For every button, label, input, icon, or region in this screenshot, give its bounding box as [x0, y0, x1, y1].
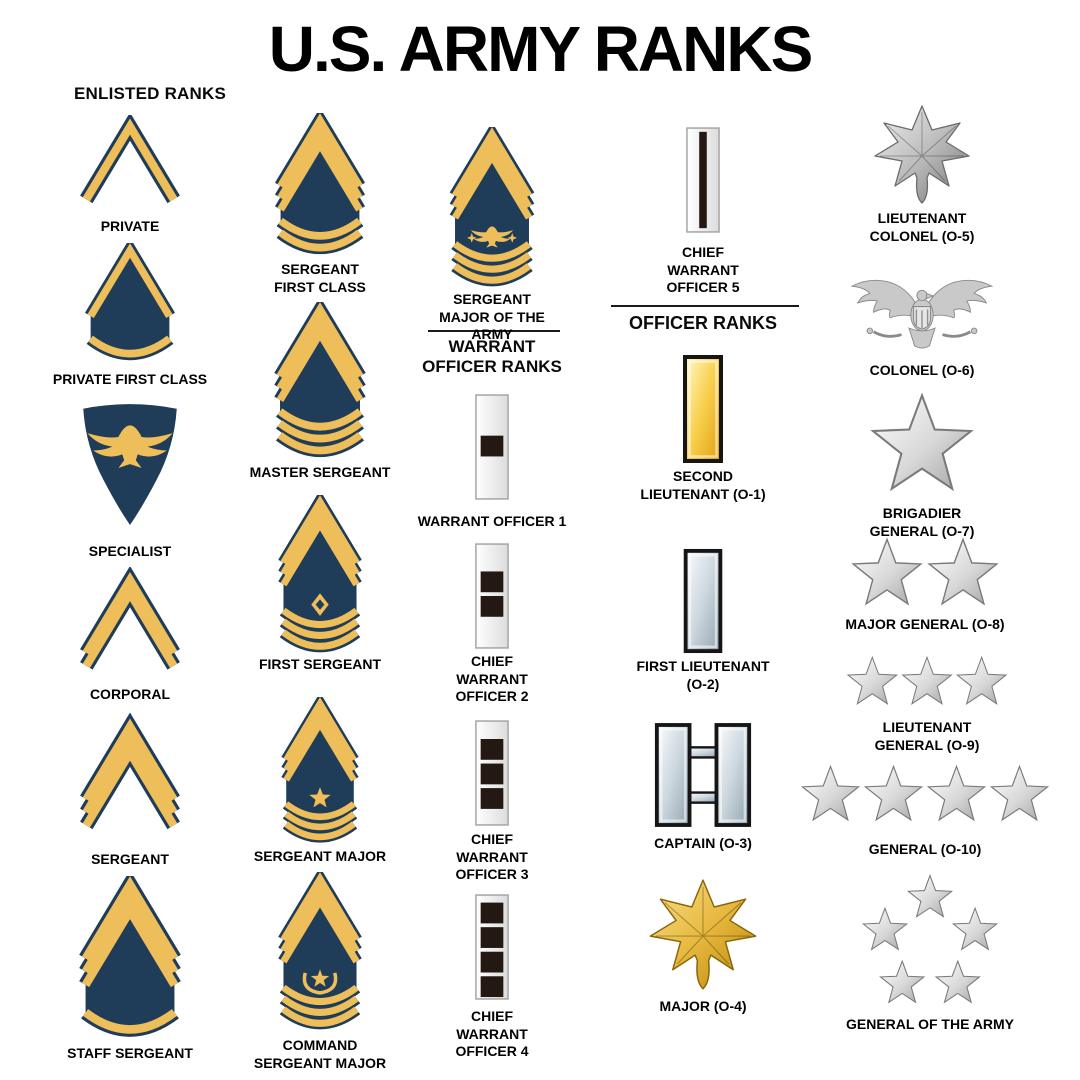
sergeant-major-of-the-army-insignia-icon [438, 127, 546, 289]
section-header-warrant: WARRANT OFFICER RANKS [422, 337, 562, 377]
rank-label: CORPORAL [89, 686, 171, 702]
lieutenant-general-insignia-icon [845, 652, 1009, 714]
rank-label: COMMAND SERGEANT MAJOR [253, 1037, 387, 1071]
rank-label: MAJOR GENERAL (O-8) [845, 616, 1005, 632]
chief-warrant-officer-4-insignia-icon [475, 892, 509, 1002]
rank-label: LIEUTENANT COLONEL (O-5) [869, 210, 975, 244]
warrant-section-divider [428, 330, 560, 332]
rank-label: COLONEL (O-6) [869, 362, 975, 378]
staff-sergeant-insignia-icon [77, 876, 183, 1040]
rank-label: SERGEANT FIRST CLASS [274, 261, 366, 295]
chief-warrant-officer-5-insignia-icon [686, 124, 720, 236]
brigadier-general-insignia-icon [866, 392, 978, 502]
chief-warrant-officer-2-insignia-icon [475, 542, 509, 650]
rank-label: CHIEF WARRANT OFFICER 3 [455, 831, 529, 882]
warrant-officer-1-insignia-icon [475, 392, 509, 502]
lieutenant-colonel-insignia-icon [871, 104, 973, 206]
rank-label: CHIEF WARRANT OFFICER 2 [455, 653, 529, 704]
sergeant-major-insignia-icon [266, 697, 374, 845]
general-insignia-icon [799, 764, 1051, 828]
rank-label: PRIVATE [100, 218, 160, 234]
rank-label: FIRST SERGEANT [258, 656, 382, 672]
rank-label: CAPTAIN (O-3) [654, 835, 752, 851]
rank-label: SERGEANT MAJOR OF THE ARMY [439, 291, 545, 342]
rank-label: SECOND LIEUTENANT (O-1) [640, 468, 766, 502]
rank-label: SERGEANT [91, 851, 169, 867]
rank-label: FIRST LIEUTENANT (O-2) [636, 658, 770, 692]
rank-label: WARRANT OFFICER 1 [417, 513, 567, 529]
major-general-insignia-icon [845, 537, 1005, 613]
officer-section-divider [611, 305, 799, 307]
specialist-insignia-icon [73, 398, 187, 538]
page-title: U.S. ARMY RANKS [268, 13, 814, 85]
general-of-the-army-insignia-icon [846, 872, 1014, 1014]
sergeant-insignia-icon [78, 708, 182, 844]
second-lieutenant-insignia-icon [682, 354, 724, 464]
corporal-insignia-icon [78, 567, 182, 679]
section-header-officer: OFFICER RANKS [629, 313, 777, 333]
sergeant-first-class-insignia-icon [266, 113, 374, 257]
rank-label: MASTER SERGEANT [249, 464, 391, 480]
private-insignia-icon [78, 115, 182, 211]
rank-label: LIEUTENANT GENERAL (O-9) [874, 719, 980, 753]
rank-label: STAFF SERGEANT [67, 1045, 193, 1061]
rank-label: GENERAL OF THE ARMY [845, 1016, 1014, 1032]
section-header-enlisted: ENLISTED RANKS [74, 84, 227, 103]
rank-label: PRIVATE FIRST CLASS [52, 371, 208, 387]
rank-label: BRIGADIER GENERAL (O-7) [869, 505, 975, 539]
master-sergeant-insignia-icon [265, 302, 375, 460]
rank-label: MAJOR (O-4) [659, 998, 747, 1014]
first-lieutenant-insignia-icon [682, 548, 724, 654]
rank-label: CHIEF WARRANT OFFICER 5 [666, 244, 740, 295]
first-sergeant-insignia-icon [265, 495, 375, 655]
rank-label: SPECIALIST [88, 543, 172, 559]
captain-insignia-icon [653, 721, 753, 829]
private-first-class-insignia-icon [77, 243, 183, 363]
command-sergeant-major-insignia-icon [265, 872, 375, 1032]
rank-label: SERGEANT MAJOR [253, 848, 387, 864]
major-insignia-icon [647, 876, 759, 994]
chief-warrant-officer-3-insignia-icon [475, 719, 509, 827]
rank-label: GENERAL (O-10) [868, 841, 982, 857]
colonel-insignia-icon [846, 274, 998, 356]
rank-label: CHIEF WARRANT OFFICER 4 [455, 1008, 529, 1059]
